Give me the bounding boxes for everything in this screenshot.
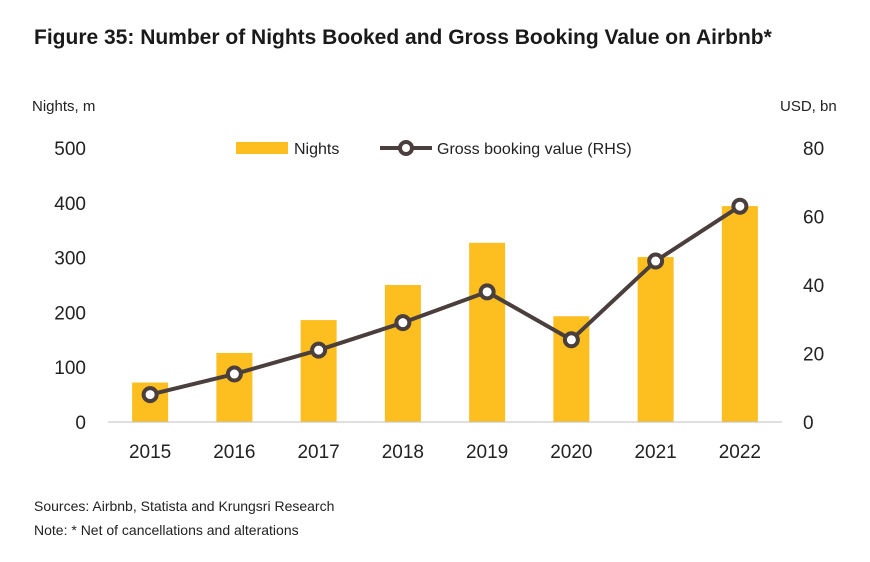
gbv-marker-2015 — [141, 386, 159, 404]
y-left-tick-label: 100 — [54, 358, 86, 379]
left-axis-unit: Nights, m — [32, 98, 96, 115]
legend-label-gbv: Gross booking value (RHS) — [437, 141, 632, 158]
x-tick-label: 2018 — [382, 442, 424, 463]
gbv-marker-2018 — [394, 314, 412, 332]
bar-2018 — [384, 285, 421, 422]
x-tick-label: 2016 — [213, 442, 255, 463]
legend-swatch-gbv-marker — [398, 140, 414, 156]
y-left-tick-label: 200 — [54, 303, 86, 324]
bar-2019 — [469, 242, 506, 422]
y-right-tick-label: 40 — [803, 276, 824, 297]
y-left-tick-label: 300 — [54, 249, 86, 270]
gbv-marker-2017 — [310, 341, 328, 359]
y-right-tick-label: 80 — [803, 139, 824, 160]
legend-swatch-nights — [236, 142, 288, 154]
footnote: Note: * Net of cancellations and alterat… — [34, 522, 299, 538]
legend-label-nights: Nights — [294, 141, 339, 158]
gbv-marker-2020 — [562, 331, 580, 349]
x-tick-label: 2021 — [634, 442, 676, 463]
x-tick-label: 2020 — [550, 442, 592, 463]
bar-2017 — [300, 320, 337, 422]
bar-2022 — [721, 206, 758, 422]
y-left-tick-label: 500 — [54, 139, 86, 160]
y-right-tick-label: 0 — [803, 413, 814, 434]
gbv-marker-2019 — [478, 283, 496, 301]
x-tick-label: 2017 — [297, 442, 339, 463]
bar-2016 — [216, 352, 253, 422]
gbv-line — [149, 204, 741, 397]
right-axis-unit: USD, bn — [780, 98, 837, 115]
gbv-marker-2016 — [225, 365, 243, 383]
x-tick-label: 2022 — [719, 442, 761, 463]
gbv-marker-2022 — [731, 197, 749, 215]
y-right-tick-label: 60 — [803, 208, 824, 229]
x-tick-label: 2015 — [129, 442, 171, 463]
sources-note: Sources: Airbnb, Statista and Krungsri R… — [34, 498, 335, 514]
y-left-tick-label: 400 — [54, 194, 86, 215]
y-right-tick-label: 20 — [803, 345, 824, 366]
x-tick-label: 2019 — [466, 442, 508, 463]
bar-2021 — [637, 257, 674, 422]
gbv-marker-2021 — [647, 252, 665, 270]
y-left-tick-label: 0 — [75, 413, 86, 434]
chart-title: Figure 35: Number of Nights Booked and G… — [34, 26, 772, 49]
